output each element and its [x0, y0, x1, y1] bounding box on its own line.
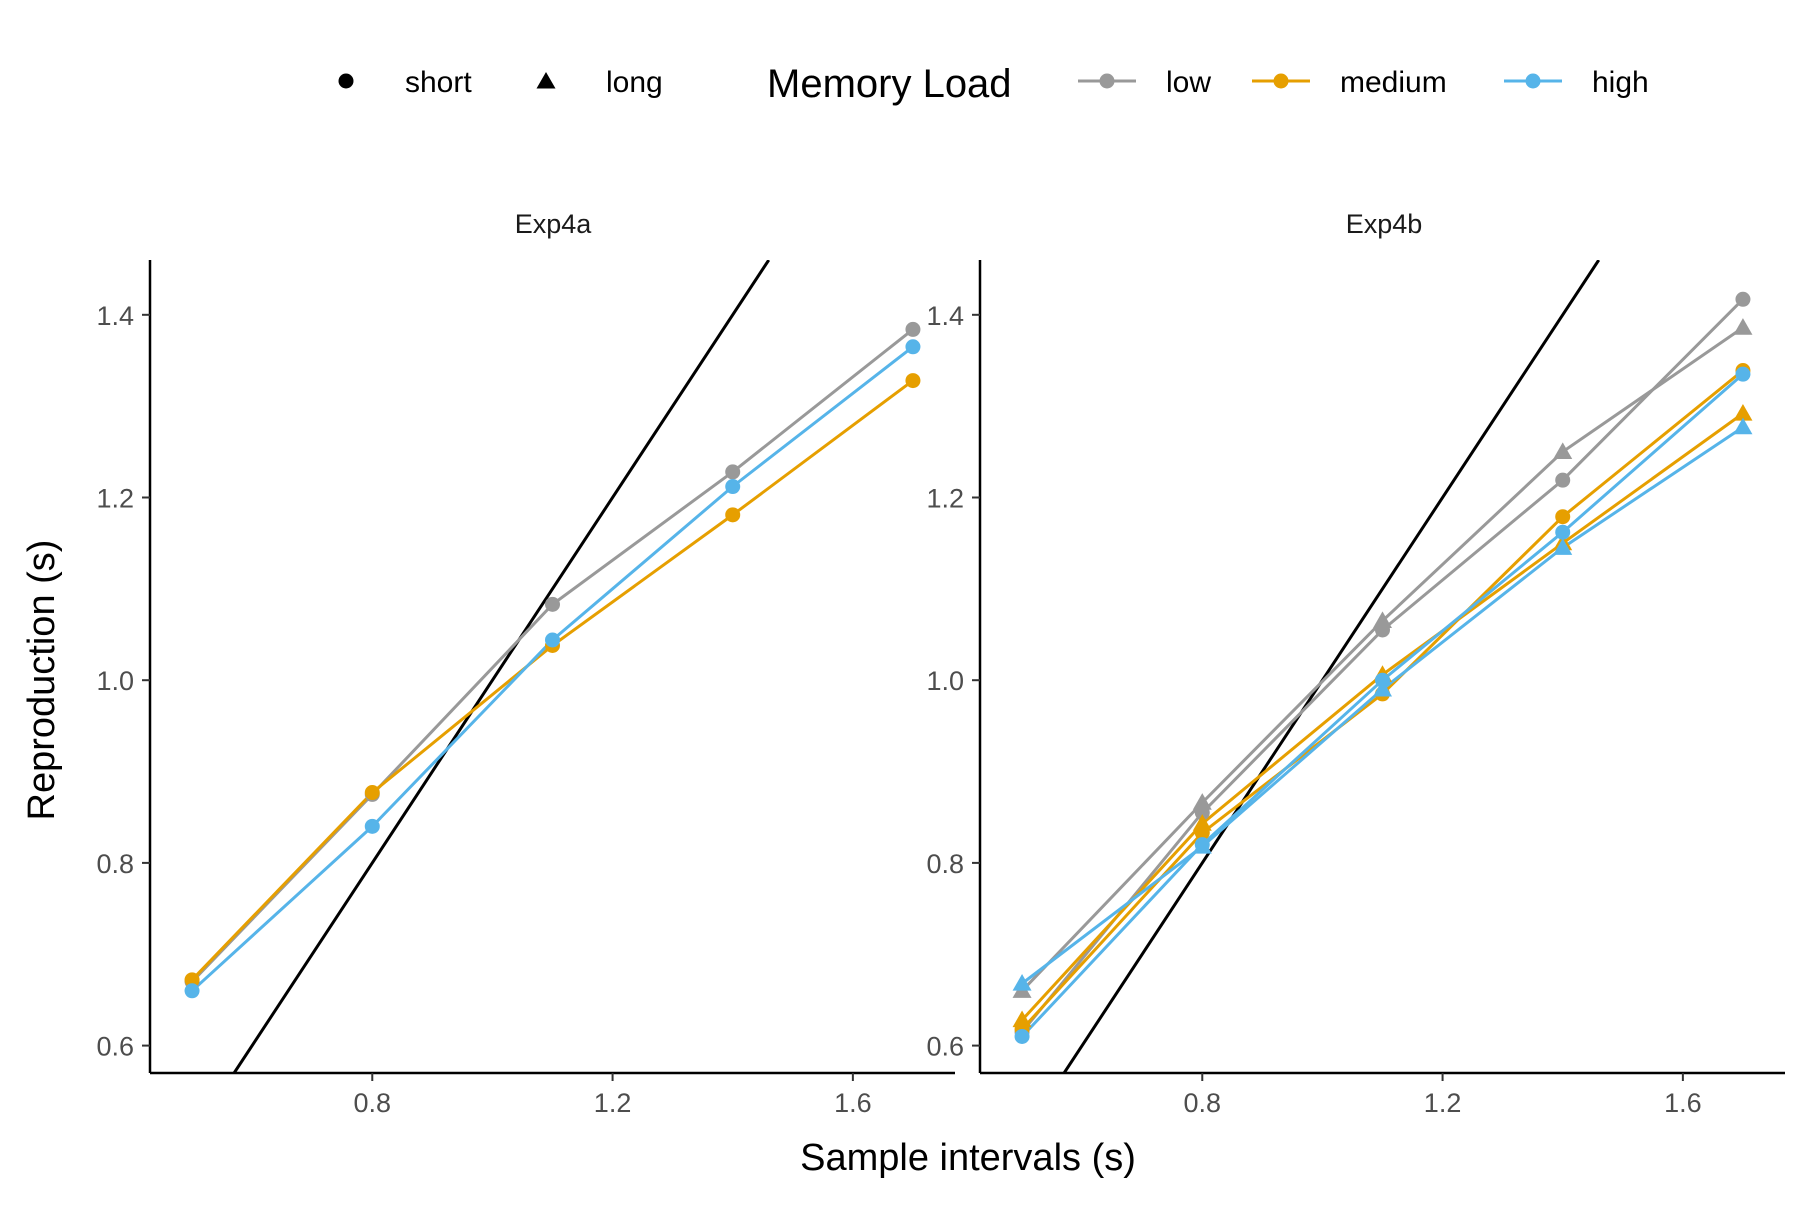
- data-point-high-circle: [905, 339, 921, 355]
- data-point-medium-triangle: [1012, 1010, 1032, 1028]
- data-point-high-circle: [725, 479, 741, 495]
- plot-area: [1012, 260, 1753, 1073]
- y-tick-label: 1.4: [96, 301, 134, 331]
- identity-line: [232, 260, 771, 1073]
- legend-item-medium: medium: [1252, 66, 1447, 99]
- data-point-high-triangle: [1012, 973, 1032, 991]
- x-tick-label: 1.6: [1664, 1088, 1702, 1118]
- data-point-high-triangle: [1733, 417, 1753, 435]
- plot-area: [184, 260, 921, 1073]
- data-point-medium-circle: [725, 507, 741, 523]
- series-line-medium-circle: [191, 379, 914, 981]
- y-axis-title: Reproduction (s): [21, 540, 63, 821]
- legend-label-low: low: [1166, 66, 1211, 99]
- y-tick-label: 1.0: [96, 666, 134, 696]
- panel-exp4a: Exp4a 0.8 1.2 1.6 0.6 0.8 1.0 1.2 1.4: [96, 209, 955, 1118]
- y-tick-label: 0.6: [96, 1032, 134, 1062]
- legend-triangle-marker: [536, 72, 556, 89]
- legend-marker-low: [1099, 73, 1115, 89]
- series-line-high-triangle: [1021, 425, 1744, 985]
- data-point-high-triangle: [1373, 679, 1392, 697]
- data-point-medium-circle: [1555, 509, 1571, 525]
- y-tick-label: 0.8: [926, 849, 964, 879]
- y-tick-label: 1.2: [96, 484, 134, 514]
- data-point-high-circle: [364, 818, 380, 834]
- data-point-medium-circle: [364, 785, 380, 801]
- data-point-medium-triangle: [1733, 403, 1753, 421]
- data-point-high-circle: [545, 632, 560, 648]
- x-tick-label: 1.2: [1424, 1088, 1462, 1118]
- legend-title: Memory Load: [767, 62, 1012, 106]
- y-tick-label: 1.2: [926, 484, 964, 514]
- legend-label-short: short: [405, 66, 472, 99]
- series-line-high-circle: [191, 345, 914, 992]
- y-tick-label: 0.8: [96, 849, 134, 879]
- x-tick-label: 1.6: [834, 1088, 872, 1118]
- data-point-high-triangle: [1192, 836, 1212, 854]
- data-point-low-circle: [1735, 291, 1751, 307]
- identity-line: [1062, 260, 1601, 1073]
- data-point-high-triangle: [1553, 538, 1573, 555]
- legend-item-long: long: [536, 66, 663, 99]
- data-point-medium-triangle: [1192, 814, 1212, 831]
- data-point-low-circle: [725, 464, 741, 480]
- legend: short long Memory Load low medium high: [338, 62, 1649, 106]
- x-tick-label: 1.2: [594, 1088, 632, 1118]
- x-tick-label: 0.8: [1184, 1088, 1222, 1118]
- data-point-low-circle: [905, 321, 921, 337]
- legend-label-medium: medium: [1340, 66, 1447, 99]
- x-axis-title: Sample intervals (s): [800, 1137, 1136, 1179]
- legend-label-long: long: [606, 66, 663, 99]
- data-point-low-triangle: [1373, 611, 1392, 628]
- data-point-low-triangle: [1192, 793, 1212, 810]
- y-tick-label: 1.4: [926, 301, 964, 331]
- series-line-low-circle: [191, 328, 914, 983]
- legend-label-high: high: [1592, 66, 1649, 99]
- data-point-low-triangle: [1553, 442, 1573, 459]
- y-tick-label: 1.0: [926, 666, 964, 696]
- data-point-low-circle: [545, 596, 560, 612]
- data-point-low-triangle: [1733, 318, 1753, 335]
- legend-item-short: short: [338, 66, 472, 99]
- panel-exp4b: Exp4b 0.8 1.2 1.6 0.6 0.8 1.0 1.2 1.4: [926, 209, 1785, 1118]
- legend-item-low: low: [1078, 66, 1211, 99]
- data-point-high-circle: [1014, 1028, 1030, 1044]
- data-point-medium-circle: [905, 373, 921, 389]
- data-point-low-circle: [1555, 472, 1571, 488]
- data-point-high-circle: [184, 983, 200, 999]
- legend-item-high: high: [1504, 66, 1649, 99]
- series-line-low-triangle: [1021, 326, 1744, 992]
- data-point-medium-circle: [184, 972, 200, 988]
- panel-title-exp4b: Exp4b: [1346, 209, 1423, 239]
- series-line-medium-triangle: [1020, 412, 1744, 1022]
- series-line-high-circle: [1021, 373, 1744, 1038]
- data-point-high-circle: [1735, 366, 1751, 382]
- legend-circle-marker: [338, 73, 354, 89]
- y-tick-label: 0.6: [926, 1032, 964, 1062]
- x-tick-label: 0.8: [354, 1088, 392, 1118]
- legend-marker-high: [1525, 73, 1541, 89]
- data-point-high-circle: [1555, 524, 1571, 540]
- legend-marker-medium: [1273, 73, 1289, 89]
- panel-title-exp4a: Exp4a: [515, 209, 593, 239]
